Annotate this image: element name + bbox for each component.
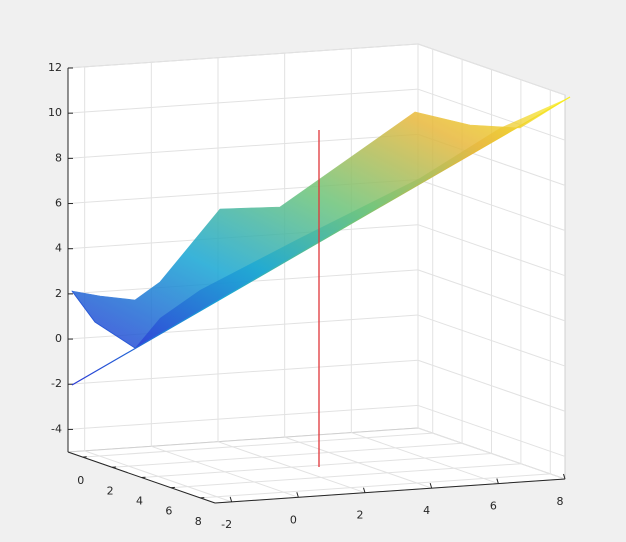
surface-left-edge xyxy=(71,290,136,349)
grid-line xyxy=(112,442,463,468)
z-tick-label: 10 xyxy=(48,106,62,119)
grid-line xyxy=(200,473,551,499)
grid-line xyxy=(217,441,366,494)
x-tick-label: 0 xyxy=(77,474,84,487)
grid-line xyxy=(67,43,419,69)
x-tick-label: 6 xyxy=(165,505,172,518)
y-tick-label: 2 xyxy=(357,509,364,522)
z-tick-label: 0 xyxy=(55,332,62,345)
grid-line xyxy=(141,453,492,478)
tick-mark xyxy=(429,482,433,489)
z-tick-label: 8 xyxy=(55,151,62,164)
x-tick-label: 8 xyxy=(195,515,202,528)
z-tick-label: 12 xyxy=(48,61,62,74)
grid-line xyxy=(67,88,419,114)
tick-mark xyxy=(363,487,366,493)
z-tick-label: 2 xyxy=(55,287,62,300)
axis-line xyxy=(67,451,216,504)
z-tick-label: 4 xyxy=(55,242,62,255)
grid-line xyxy=(417,427,566,480)
tick-mark xyxy=(496,478,499,484)
grid-line xyxy=(84,450,232,503)
grid-line xyxy=(151,445,299,498)
grid-line xyxy=(351,432,499,485)
y-tick-label: -2 xyxy=(221,518,232,531)
z-tick-label: -4 xyxy=(51,422,62,435)
y-tick-label: 6 xyxy=(490,500,497,513)
grid-line xyxy=(67,359,419,385)
x-tick-label: 4 xyxy=(136,495,143,508)
surface xyxy=(71,96,571,386)
surface-edge xyxy=(71,96,571,386)
tick-labels: -4 -2 0 2 4 6 8 10 12 0 2 4 6 8 -2 0 2 4 6 8 xyxy=(48,61,564,531)
axes-panes xyxy=(67,43,566,504)
z-tick-label: 6 xyxy=(55,197,62,210)
z-tick-label: -2 xyxy=(51,377,62,390)
tick-mark xyxy=(229,496,233,503)
x-tick-label: 2 xyxy=(107,484,114,497)
y-tick-label: 4 xyxy=(423,504,430,517)
grid-line xyxy=(82,432,433,458)
tick-mark xyxy=(296,492,299,498)
grid-line xyxy=(170,463,521,489)
y-tick-label: 0 xyxy=(290,513,297,526)
grid-line xyxy=(284,436,432,489)
axis-line xyxy=(214,478,566,504)
tick-mark xyxy=(563,473,566,480)
y-tick-label: 8 xyxy=(557,495,564,508)
grid-line xyxy=(67,133,419,159)
grid-line xyxy=(67,404,419,430)
